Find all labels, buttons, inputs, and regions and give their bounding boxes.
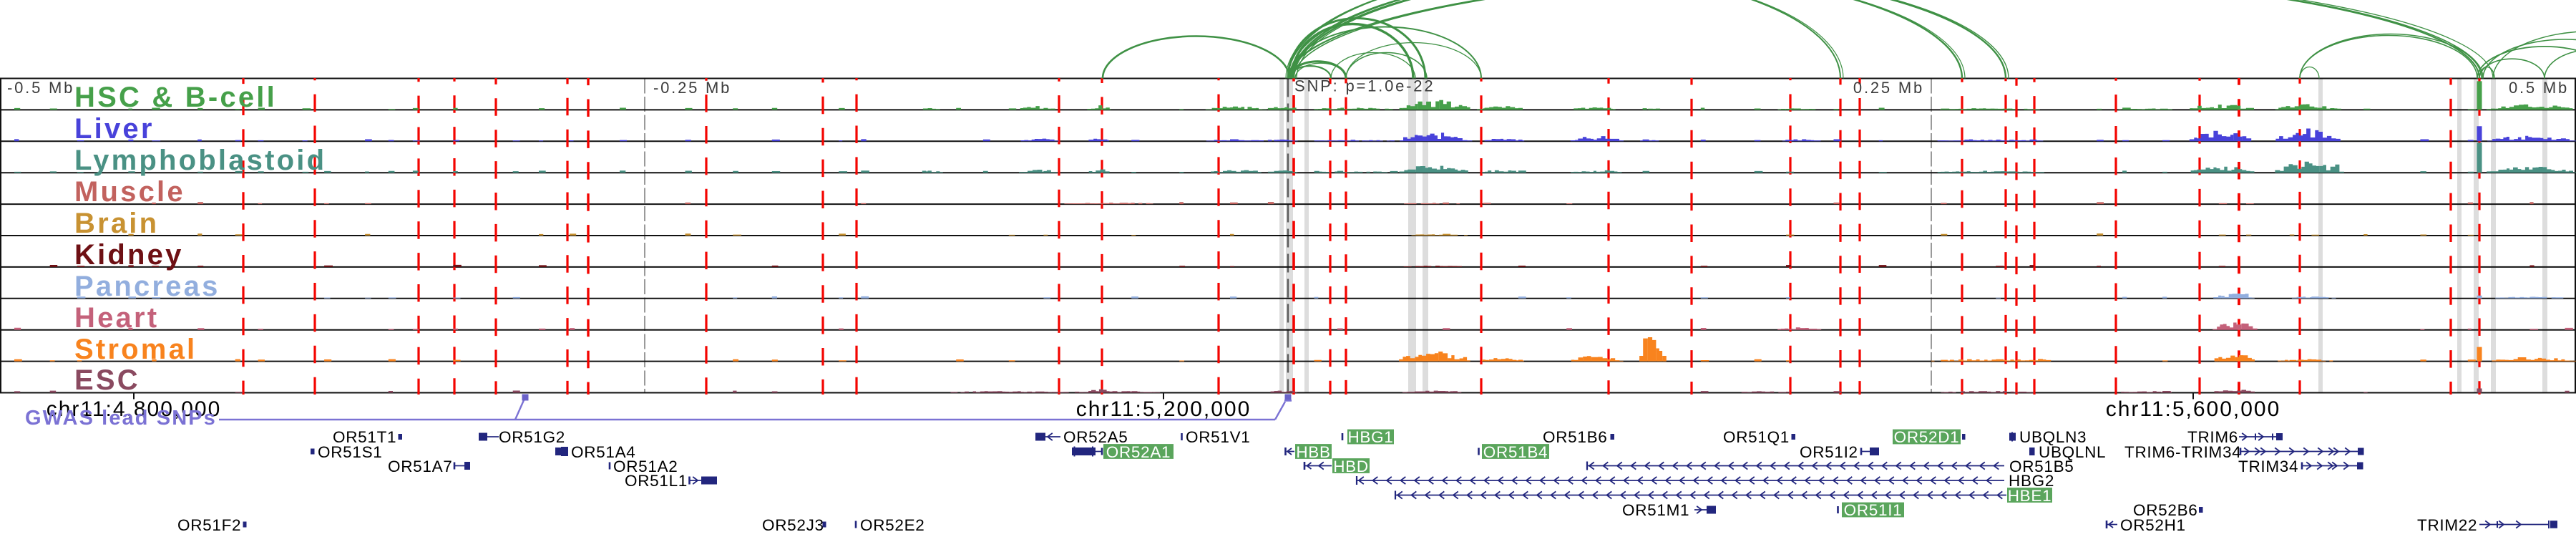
- svg-text:OR52A1: OR52A1: [1106, 443, 1171, 461]
- svg-text:OR52E2: OR52E2: [860, 516, 925, 534]
- svg-text:-0.25 Mb: -0.25 Mb: [653, 79, 731, 97]
- svg-text:-0.5 Mb: -0.5 Mb: [7, 79, 74, 97]
- svg-text:0.5 Mb: 0.5 Mb: [2509, 79, 2569, 97]
- svg-text:OR52A5: OR52A5: [1063, 428, 1128, 446]
- svg-text:OR51I1: OR51I1: [1844, 501, 1903, 519]
- svg-text:OR51B6: OR51B6: [1543, 428, 1608, 446]
- svg-text:UBQLN3: UBQLN3: [2019, 428, 2087, 446]
- svg-text:OR51B5: OR51B5: [2009, 458, 2074, 475]
- svg-text:OR51T1: OR51T1: [333, 428, 396, 446]
- svg-text:chr11:4,800,000: chr11:4,800,000: [47, 397, 222, 421]
- svg-text:OR51A7: OR51A7: [388, 458, 453, 475]
- svg-text:OR51Q1: OR51Q1: [1723, 428, 1790, 446]
- svg-text:OR52B6: OR52B6: [2133, 501, 2198, 519]
- svg-text:OR52J3: OR52J3: [762, 516, 824, 534]
- svg-text:OR51G2: OR51G2: [499, 428, 565, 446]
- svg-text:Liver: Liver: [74, 113, 155, 145]
- svg-text:UBQLNL: UBQLNL: [2039, 443, 2106, 461]
- svg-text:Brain: Brain: [74, 208, 159, 239]
- svg-text:TRIM6: TRIM6: [2187, 428, 2238, 446]
- svg-text:Muscle: Muscle: [74, 176, 185, 208]
- svg-text:OR51V1: OR51V1: [1186, 428, 1251, 446]
- svg-text:HBB: HBB: [1296, 443, 1330, 461]
- svg-text:ESC: ESC: [74, 364, 140, 396]
- svg-text:Kidney: Kidney: [74, 239, 184, 271]
- svg-text:OR51A2: OR51A2: [613, 458, 678, 475]
- svg-text:Stromal: Stromal: [74, 334, 197, 365]
- svg-text:HBD: HBD: [1333, 458, 1369, 475]
- svg-text:TRIM6-TRIM34: TRIM6-TRIM34: [2124, 443, 2241, 461]
- svg-text:HBG1: HBG1: [1347, 428, 1393, 446]
- svg-text:Lymphoblastoid: Lymphoblastoid: [74, 145, 326, 176]
- svg-text:OR51A4: OR51A4: [571, 443, 636, 461]
- svg-text:OR51I2: OR51I2: [1800, 443, 1858, 461]
- svg-text:OR51F2: OR51F2: [177, 516, 241, 534]
- svg-text:HBG2: HBG2: [2009, 472, 2054, 490]
- svg-text:Heart: Heart: [74, 302, 159, 334]
- svg-text:OR51L1: OR51L1: [625, 472, 688, 490]
- svg-text:OR52H1: OR52H1: [2120, 516, 2186, 534]
- svg-text:GWAS lead SNPs: GWAS lead SNPs: [25, 407, 217, 430]
- svg-text:HSC & B-cell: HSC & B-cell: [74, 82, 277, 113]
- svg-text:chr11:5,200,000: chr11:5,200,000: [1076, 397, 1252, 421]
- svg-text:OR52D1: OR52D1: [1894, 428, 1960, 446]
- svg-text:OR51M1: OR51M1: [1622, 501, 1689, 519]
- svg-text:SNP: p=1.0e-22: SNP: p=1.0e-22: [1294, 77, 1435, 95]
- svg-text:0.25 Mb: 0.25 Mb: [1853, 79, 1924, 97]
- svg-text:HBE1: HBE1: [2008, 487, 2052, 505]
- svg-text:OR51S1: OR51S1: [318, 443, 383, 461]
- svg-text:OR51B4: OR51B4: [1483, 443, 1548, 461]
- svg-text:TRIM22: TRIM22: [2417, 516, 2477, 534]
- svg-text:Pancreas: Pancreas: [74, 271, 220, 302]
- svg-text:TRIM34: TRIM34: [2238, 458, 2298, 475]
- svg-text:chr11:5,600,000: chr11:5,600,000: [2106, 397, 2281, 421]
